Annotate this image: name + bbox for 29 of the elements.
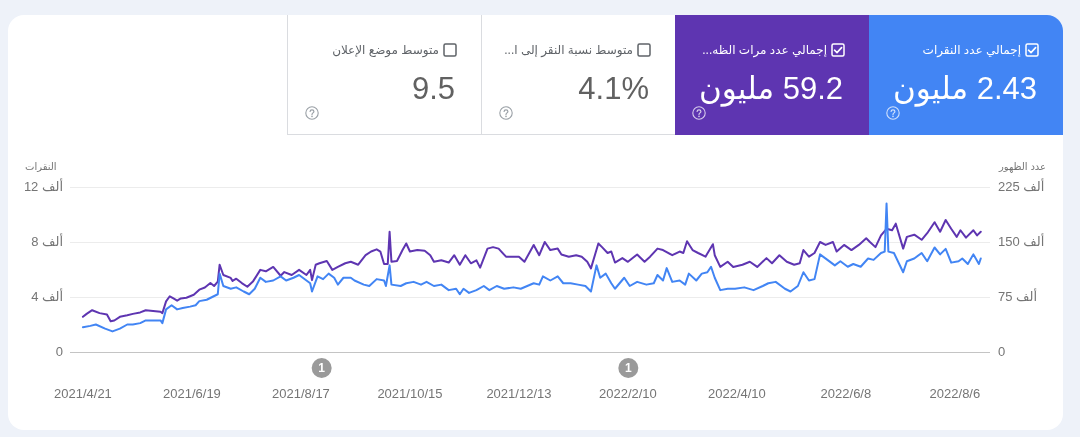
x-tick-label: 2021/10/15 bbox=[377, 386, 443, 402]
text: 1 bbox=[318, 360, 326, 375]
category-label: إجمالي عدد النقرات bbox=[922, 42, 1021, 58]
y2-tick-label: 150 ألف bbox=[998, 232, 1045, 249]
y-tick-label: 12 ألف bbox=[23, 177, 63, 194]
y2-axis-title: عدد الظهور bbox=[998, 160, 1047, 173]
category-label: متوسط موضع الإعلان bbox=[332, 42, 439, 58]
y-tick-label: 0 bbox=[55, 343, 63, 359]
y2-tick-label: 75 ألف bbox=[998, 287, 1038, 304]
category-label: متوسط نسبة النقر إلى ا... bbox=[504, 42, 633, 58]
x-tick-label: 2021/8/17 bbox=[272, 386, 330, 402]
x-tick-label: 2022/4/10 bbox=[707, 386, 766, 402]
x-tick-label: 2021/6/19 bbox=[163, 386, 221, 402]
x-tick-label: 2022/6/8 bbox=[820, 386, 872, 402]
x-tick-label: 2022/8/6 bbox=[929, 386, 981, 402]
category-label: إجمالي عدد مرات الظه... bbox=[702, 42, 827, 58]
y2-tick-label: 0 bbox=[998, 343, 1006, 359]
text: 4.1% bbox=[578, 71, 649, 106]
y2-tick-label: 225 ألف bbox=[998, 177, 1045, 194]
text: 1 bbox=[624, 360, 632, 375]
text: 9.5 bbox=[411, 71, 455, 106]
x-tick-label: 2021/4/21 bbox=[54, 386, 112, 402]
text: 2.43 مليون bbox=[893, 71, 1037, 106]
text: 59.2 مليون bbox=[699, 71, 843, 106]
y-tick-label: 8 ألف bbox=[31, 232, 63, 249]
x-tick-label: 2021/12/13 bbox=[486, 386, 552, 402]
x-tick-label: 2022/2/10 bbox=[598, 386, 657, 402]
y-axis-title: النقرات bbox=[25, 160, 57, 172]
y-tick-label: 4 ألف bbox=[31, 287, 63, 304]
